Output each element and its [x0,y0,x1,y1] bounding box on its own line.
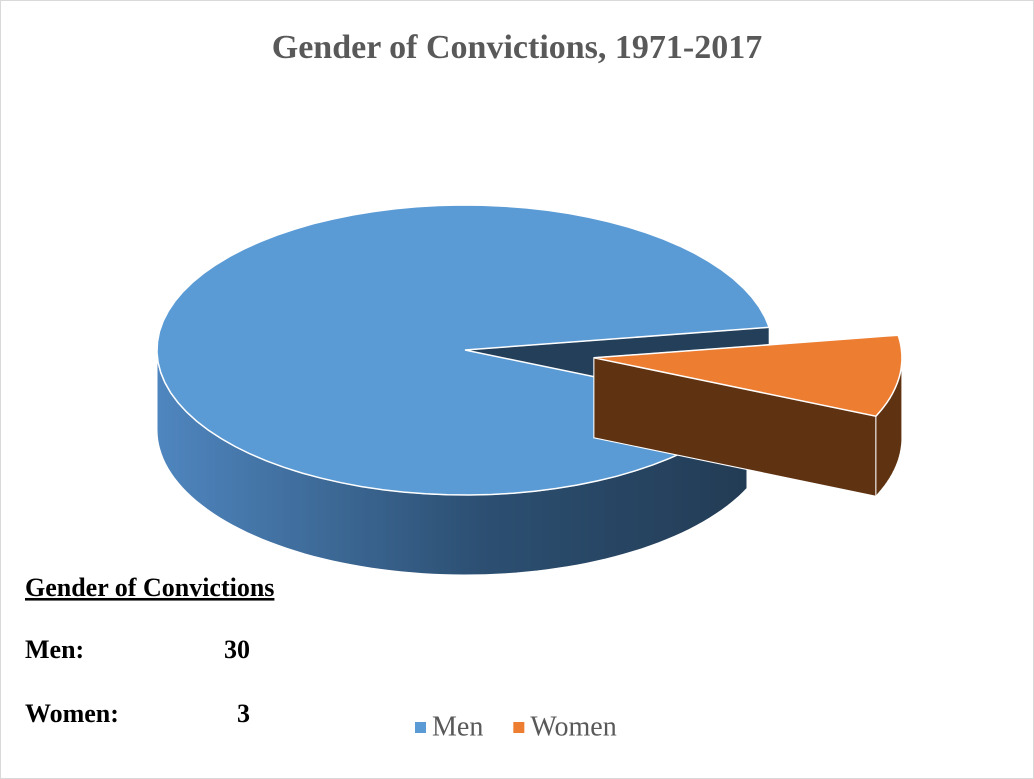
legend: Men Women [415,711,617,742]
textbox-value: 30 [224,635,250,664]
textbox-label: Men: [25,635,84,664]
textbox-value: 3 [237,699,250,728]
textbox-label: Women: [25,699,119,728]
textbox-title: Gender of Convictions [25,573,274,602]
pie [156,204,903,576]
legend-label: Men [432,711,483,742]
legend-label: Women [530,711,616,742]
pie-slice [593,334,903,418]
chart-title: Gender of Convictions, 1971-2017 [272,29,762,66]
legend-swatch [415,722,426,733]
legend-swatch [513,722,525,733]
